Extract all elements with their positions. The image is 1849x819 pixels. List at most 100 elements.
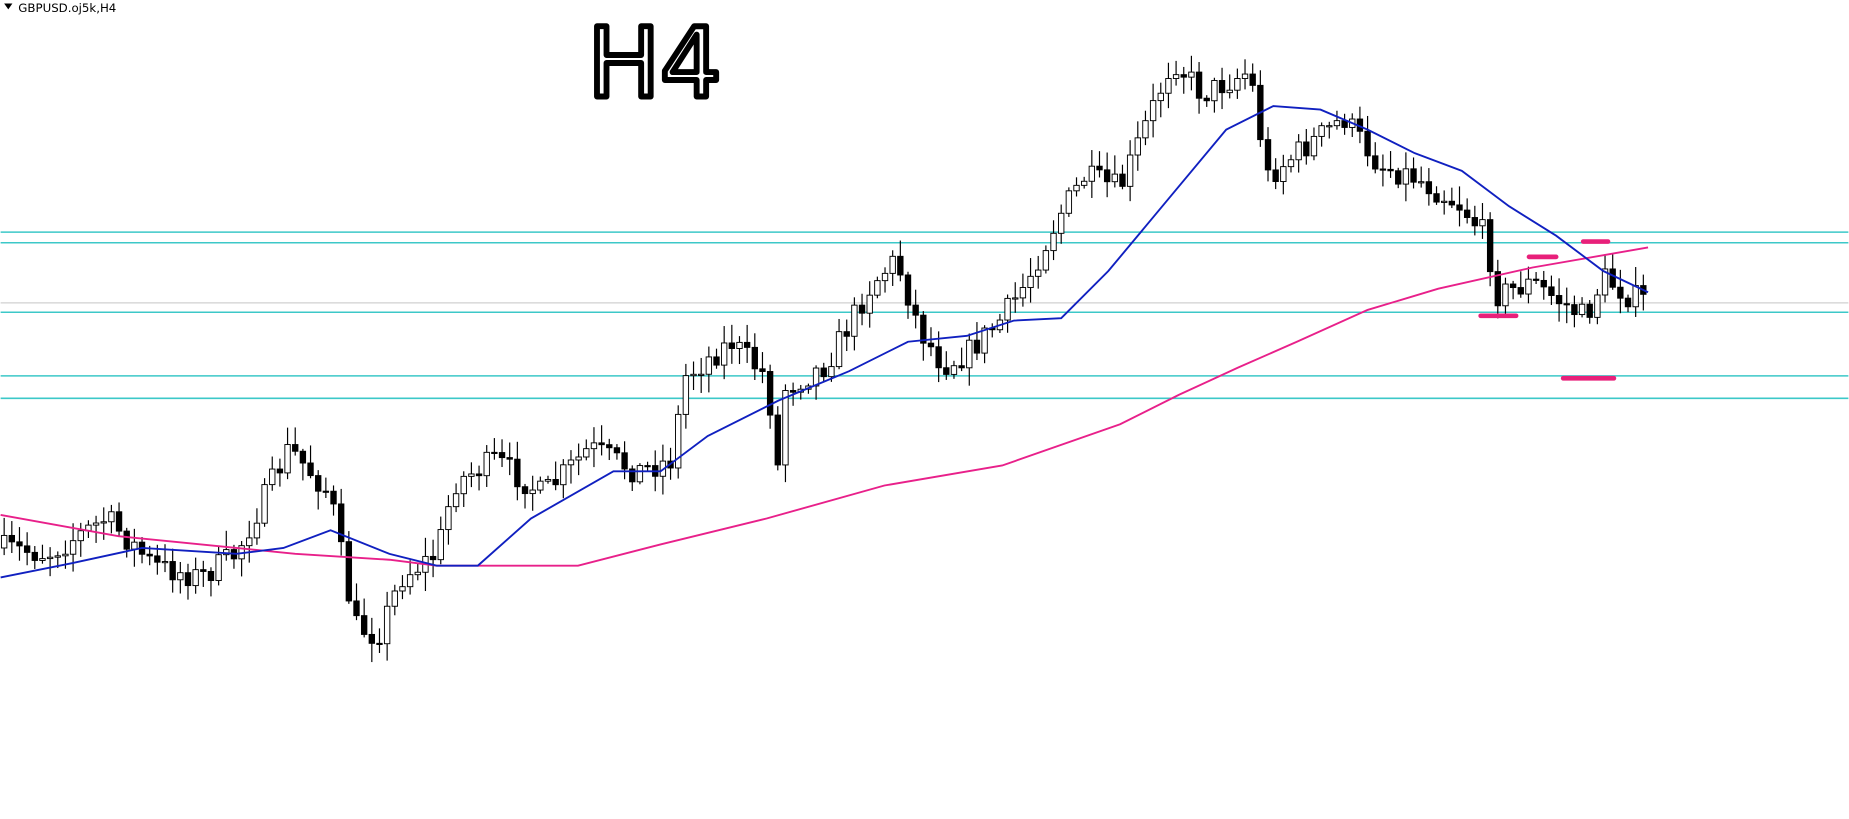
candle-body xyxy=(621,452,628,470)
candle-body xyxy=(1395,170,1402,185)
candle-body xyxy=(1441,200,1448,203)
candle-body xyxy=(1203,97,1210,102)
candle-body xyxy=(383,605,391,645)
candle-body xyxy=(368,633,376,644)
candle-body xyxy=(399,586,406,592)
candle-body xyxy=(1264,139,1272,171)
candle-body xyxy=(889,255,896,274)
candle-body xyxy=(1517,287,1524,295)
candle-body xyxy=(414,571,421,576)
candle-body xyxy=(904,274,912,306)
candle-body xyxy=(1234,78,1241,91)
candle-body xyxy=(521,486,529,495)
candle-body xyxy=(46,556,54,560)
candle-body xyxy=(575,456,582,461)
candle-body xyxy=(935,346,942,369)
candle-body xyxy=(1509,283,1517,289)
candle-body xyxy=(307,462,314,477)
candle-body xyxy=(1188,71,1195,78)
candle-body xyxy=(115,511,123,532)
candle-body xyxy=(8,534,15,543)
candle-body xyxy=(146,553,153,557)
candle-body xyxy=(1249,73,1256,86)
candle-body xyxy=(1494,271,1501,307)
candle-body xyxy=(820,367,827,378)
candle-body xyxy=(529,489,536,495)
candle-body xyxy=(246,537,253,547)
candle-body xyxy=(376,642,383,645)
handwritten-note: H4 xyxy=(587,7,721,120)
candle-body xyxy=(1402,168,1410,185)
candle-body xyxy=(1379,168,1387,171)
candle-body xyxy=(736,341,743,349)
candle-body xyxy=(1624,297,1632,308)
candle-body xyxy=(1157,92,1164,102)
candle-body xyxy=(192,569,199,587)
candle-body xyxy=(1333,120,1341,127)
candle-body xyxy=(92,522,100,526)
candle-body xyxy=(1571,304,1578,316)
candle-body xyxy=(498,452,506,459)
candle-body xyxy=(1058,212,1065,234)
candle-body xyxy=(675,413,682,469)
candle-body xyxy=(1548,286,1555,296)
candle-body xyxy=(629,468,636,483)
candle-body xyxy=(215,554,222,582)
candle-body xyxy=(567,459,575,466)
slow-ma xyxy=(0,246,1649,567)
candle-body xyxy=(360,615,368,635)
candle-body xyxy=(491,451,498,454)
candle-body xyxy=(299,450,307,464)
candle-body xyxy=(1310,135,1318,157)
candle-body xyxy=(23,545,31,553)
candle-body xyxy=(1594,294,1601,318)
candle-body xyxy=(966,339,973,369)
candle-body xyxy=(353,600,360,617)
candle-body xyxy=(330,490,337,505)
candle-body xyxy=(62,553,69,557)
candle-body xyxy=(345,541,353,602)
candle-body xyxy=(1502,283,1509,307)
candle-body xyxy=(636,465,644,483)
candle-body xyxy=(1226,89,1233,94)
candle-body xyxy=(1387,168,1394,172)
candle-body xyxy=(598,442,605,446)
candle-body xyxy=(1111,173,1118,183)
candle-body xyxy=(1241,73,1249,79)
candle-body xyxy=(108,511,115,523)
menu-arrow[interactable] xyxy=(4,3,13,10)
candle-body xyxy=(1012,297,1019,300)
candle-body xyxy=(958,365,965,369)
candle-body xyxy=(1218,80,1226,94)
candle-body xyxy=(1425,181,1433,195)
candle-body xyxy=(452,493,460,508)
candle-body xyxy=(682,375,690,415)
candle-body xyxy=(253,522,261,539)
candle-body xyxy=(184,572,192,587)
candle-body xyxy=(1318,125,1325,137)
candle-body xyxy=(1609,268,1616,288)
candle-body xyxy=(1410,168,1417,183)
candle-body xyxy=(1456,204,1463,211)
candle-body xyxy=(514,458,521,488)
candle-body xyxy=(560,464,567,486)
candle-body xyxy=(1027,275,1034,288)
candle-body xyxy=(774,414,781,466)
candle-body xyxy=(1180,74,1187,78)
candle-body xyxy=(177,572,184,581)
candle-body xyxy=(835,331,843,368)
candle-body xyxy=(1532,278,1540,281)
candle-body xyxy=(406,574,414,588)
candle-body xyxy=(1195,71,1203,99)
markers xyxy=(1478,239,1617,381)
candle-body xyxy=(269,468,276,486)
candle-body xyxy=(590,442,598,450)
candle-body xyxy=(1142,120,1149,139)
candle-body xyxy=(866,294,873,314)
candle-body xyxy=(16,541,23,547)
candle-body xyxy=(1617,286,1624,299)
candle-body xyxy=(39,558,46,561)
candle-body xyxy=(812,367,820,387)
candle-body xyxy=(1479,219,1486,227)
